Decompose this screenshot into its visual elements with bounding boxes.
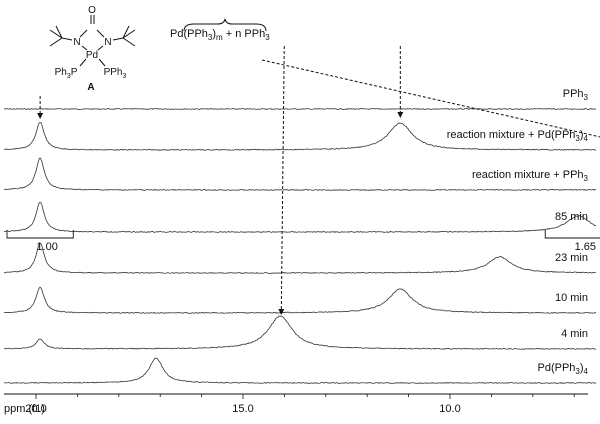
trace-3 (3, 201, 597, 233)
tbu-l-3 (55, 25, 63, 39)
series-label-4: 23 min (555, 252, 588, 264)
x-axis-label: ppm (f1) (4, 403, 45, 415)
trace-0 (3, 108, 597, 110)
compound-label-a: A (87, 82, 94, 93)
series-label-3: 85 min (555, 211, 588, 223)
tbu-r-2 (122, 37, 136, 47)
tbu-r-3 (122, 25, 130, 39)
series-label-2: reaction mixture + PPh3 (472, 169, 589, 183)
structure-text: O N N Pd Ph3P PPh3 A (55, 5, 127, 93)
integral-value-1: 1.65 (575, 241, 596, 253)
bond-nr-pd (97, 45, 104, 51)
series-label-7: Pd(PPh3)4 (538, 362, 589, 376)
trace-6 (3, 315, 597, 350)
atom-pd: Pd (86, 50, 98, 61)
ligand-left-label: Ph3P (55, 67, 78, 80)
atom-n-left: N (73, 37, 80, 48)
bond-nl-pd (81, 45, 88, 51)
tick-label-2: 10.0 (439, 403, 460, 415)
ligand-right-label: PPh3 (104, 67, 127, 80)
series-label-1: reaction mixture + Pd(PPh3)4 (447, 129, 589, 143)
tbu-l-1 (49, 29, 63, 39)
bond-pd-pl (79, 58, 87, 67)
row-labels: PPh3 reaction mixture + Pd(PPh3)4 reaction… (447, 88, 589, 376)
tick-label-1: 15.0 (232, 403, 253, 415)
trace-1 (3, 121, 597, 151)
bond-c-nr (96, 29, 105, 38)
integral-marks: 1.00 1.65 (6, 230, 600, 253)
species-label: Pd(PPh3)m + n PPh3 (170, 28, 270, 42)
integral-bracket-0 (6, 230, 74, 239)
trace-5 (3, 286, 597, 314)
bond-nl-tbu (61, 37, 73, 41)
atom-n-right: N (104, 37, 111, 48)
spectra-traces (3, 108, 597, 384)
bond-c-nl (79, 29, 88, 38)
trace-7 (3, 357, 597, 384)
series-label-5: 10 min (555, 292, 588, 304)
integral-bracket-1 (544, 230, 600, 239)
trace-2 (3, 157, 597, 191)
arrows (37, 45, 600, 315)
structure-diagram (49, 15, 136, 67)
arrow-to-4min-peak (278, 45, 285, 315)
atom-o: O (88, 5, 96, 16)
series-label-6: 4 min (561, 328, 588, 340)
tbu-r-1 (122, 29, 136, 39)
series-label-0: PPh3 (563, 88, 589, 102)
label-brace (183, 18, 267, 32)
tbu-l-2 (49, 37, 63, 47)
arrow-to-pph3-peak (261, 59, 600, 138)
tick-label-0: 20.0 (25, 403, 46, 415)
trace-4 (3, 242, 597, 274)
bond-nr-tbu (112, 37, 124, 41)
integral-value-0: 1.00 (36, 241, 57, 253)
bond-pd-pr (98, 58, 106, 67)
